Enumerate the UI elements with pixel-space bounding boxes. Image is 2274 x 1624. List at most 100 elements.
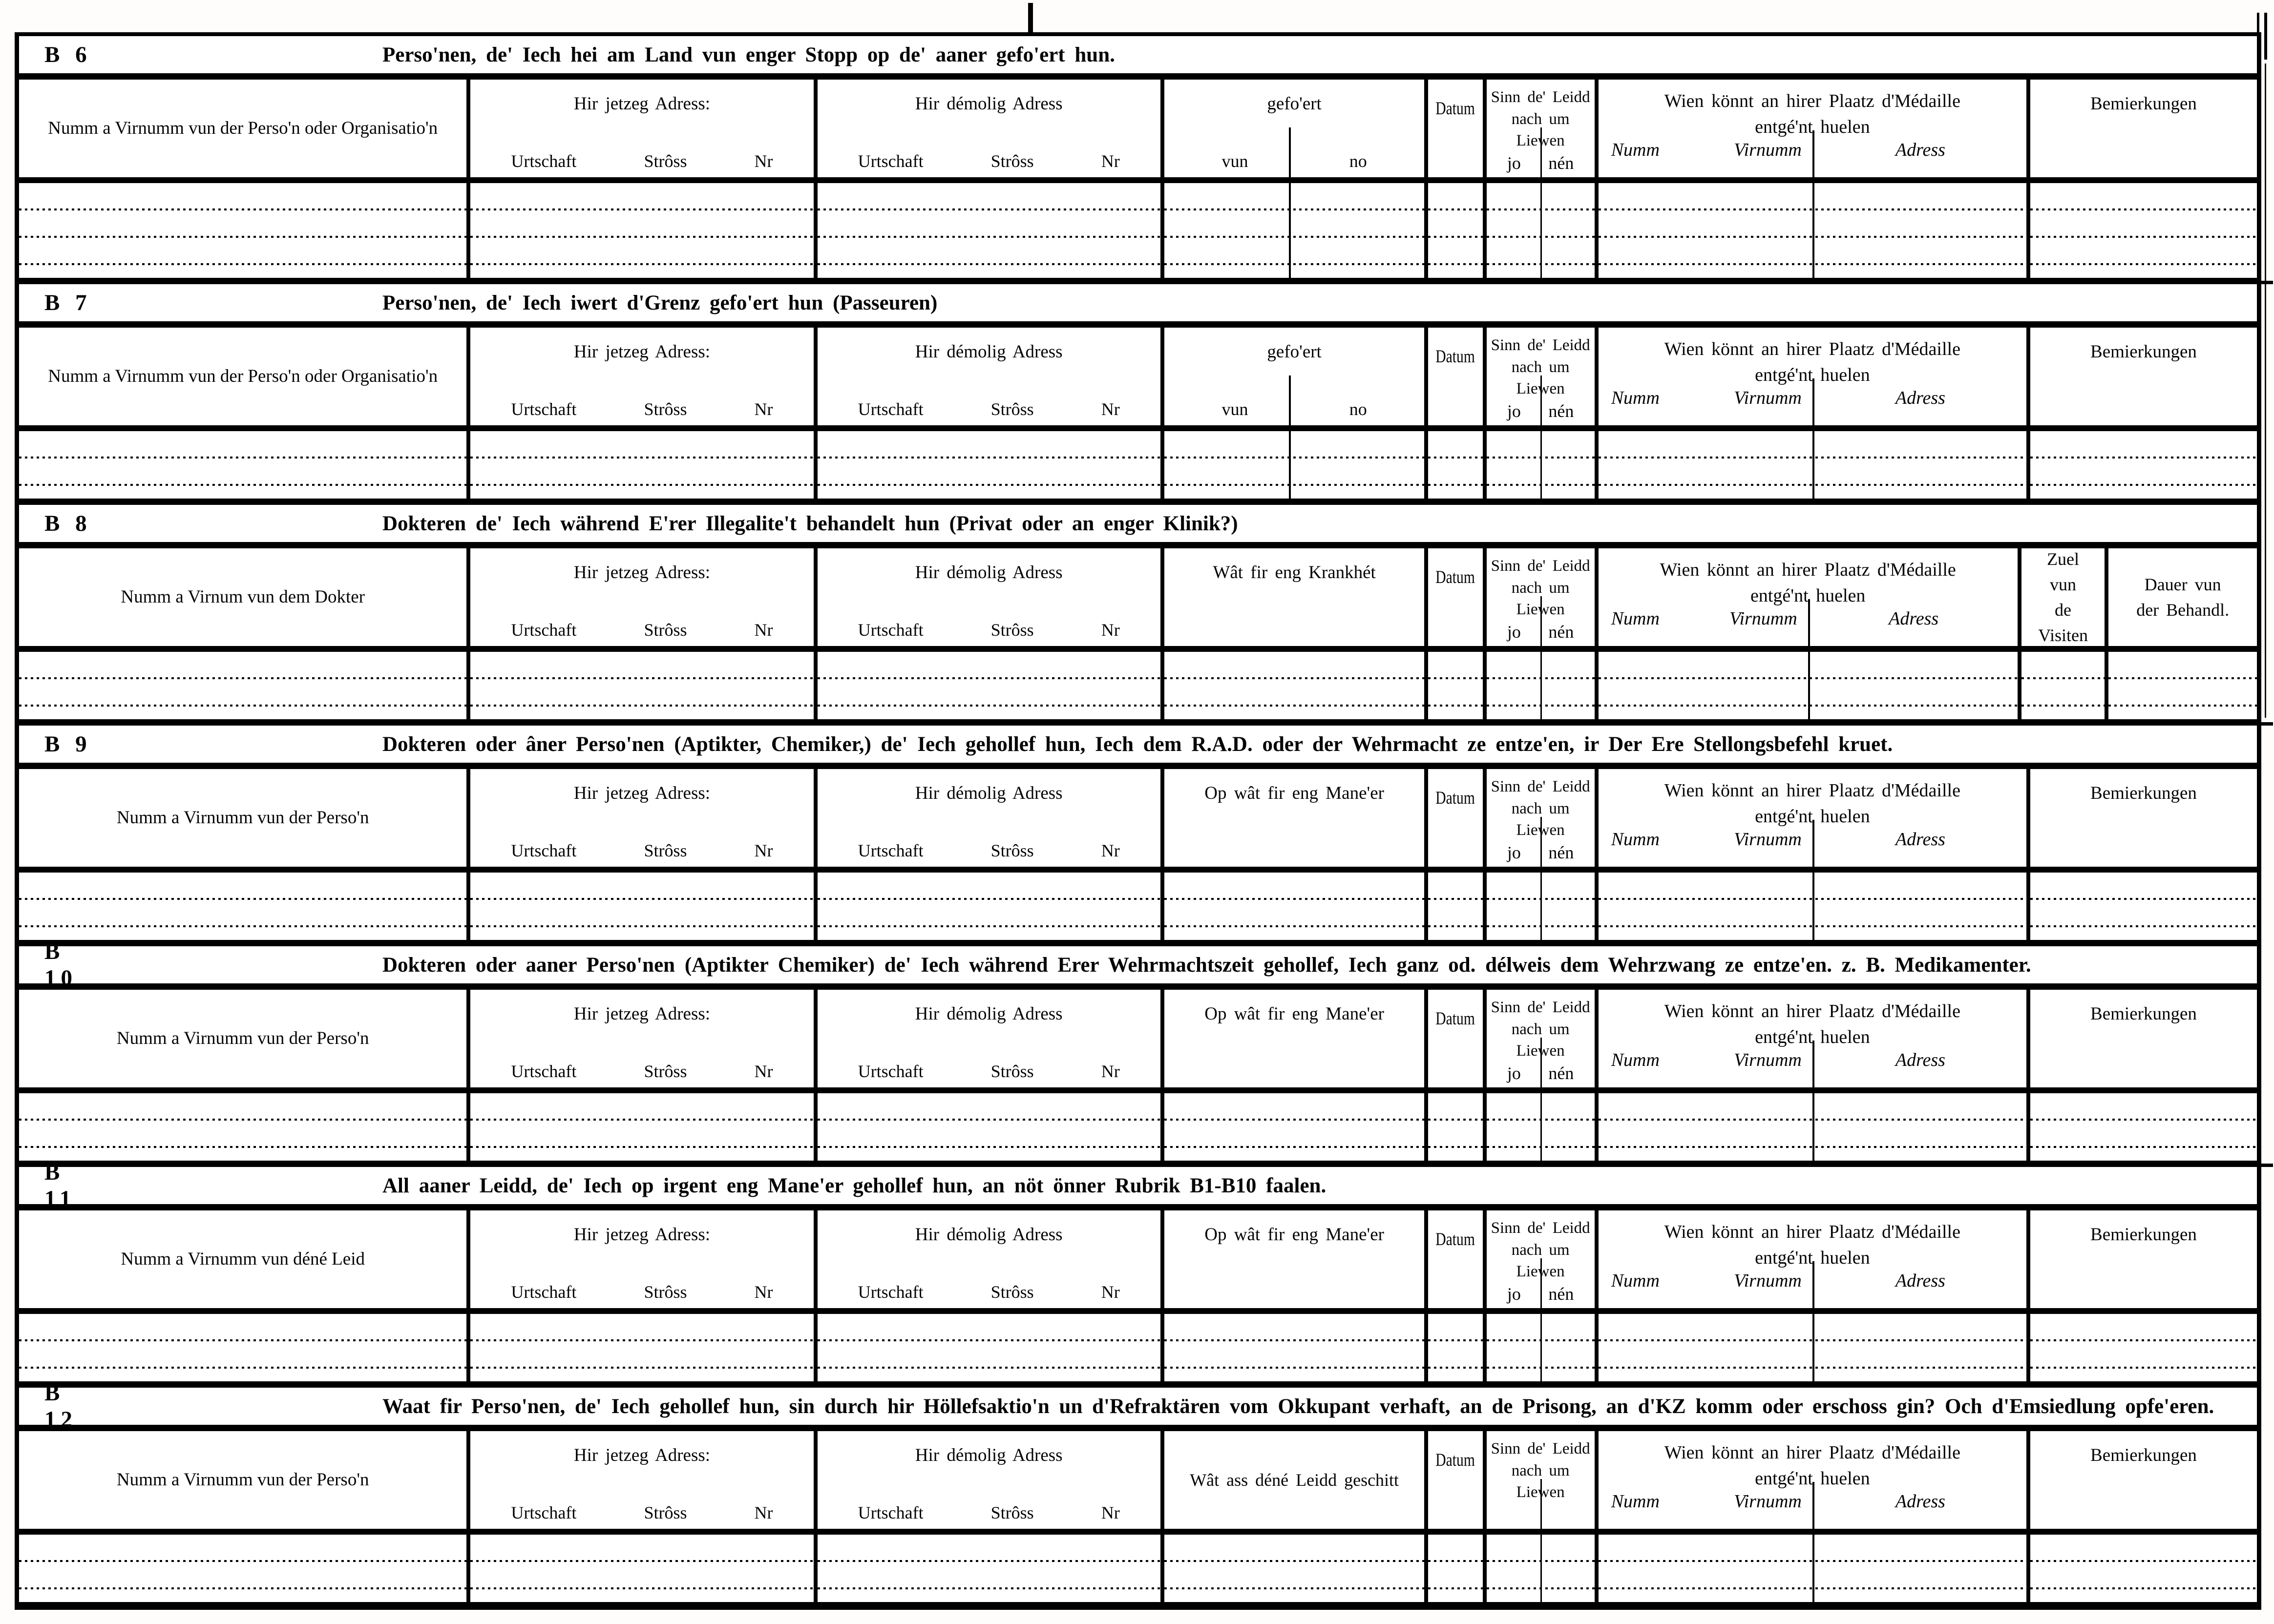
- adress-sublabels: Urtschaft Strôss Nr: [470, 620, 813, 640]
- name-col-label: Numm a Virnum vun dem Dokter: [121, 587, 365, 607]
- entry-cell: [813, 679, 1160, 707]
- numm-label: Numm: [1611, 829, 1660, 850]
- adress-col-label: Hir démolig Adress: [915, 1445, 1063, 1465]
- column-divider: [1289, 183, 1291, 210]
- entry-cell: [19, 1589, 466, 1602]
- entry-cell: [2026, 927, 2257, 940]
- entry-cell: [466, 1535, 814, 1562]
- entry-cell: [1482, 1589, 1595, 1602]
- adress-sublabels: Urtschaft Strôss Nr: [470, 840, 813, 861]
- edge-dash: [2260, 1164, 2273, 1167]
- entry-cell: [1482, 265, 1595, 278]
- col-name-header: Numm a Virnumm vun der Perso'n oder Orga…: [19, 80, 466, 177]
- adress-sublabels: Urtschaft Strôss Nr: [818, 620, 1160, 640]
- col-jetzeg-adress-header: Hir jetzeg Adress: Urtschaft Strôss Nr: [466, 1210, 813, 1308]
- writing-row: [19, 1562, 2257, 1589]
- entry-cell: [1594, 707, 2018, 719]
- entry-cell: [1160, 1535, 1425, 1562]
- wien-sublabels: Numm Virnumm Adress: [1599, 130, 2026, 177]
- adress-sublabels: Urtschaft Strôss Nr: [470, 1282, 813, 1302]
- column-divider: [1812, 1148, 1814, 1161]
- virnumm-label: Virnumm: [1734, 1050, 1802, 1070]
- wien-col-label: Wien könnt an hirer Plaatz d'Médaille en…: [1664, 91, 1960, 138]
- column-divider: [1540, 1369, 1542, 1381]
- section-title-row: B 7 Perso'nen, de' Iech iwert d'Grenz ge…: [19, 284, 2257, 321]
- entry-cell: [1594, 873, 2026, 900]
- wien-col-label: Wien könnt an hirer Plaatz d'Médaille en…: [1664, 780, 1960, 827]
- entry-cell: [2026, 238, 2257, 265]
- entry-cell: [1424, 458, 1483, 486]
- entry-cell: [1424, 1369, 1482, 1381]
- special-sublabels: vun no: [1164, 151, 1425, 171]
- entry-cell: [1424, 431, 1483, 458]
- writing-row: [19, 1314, 2257, 1341]
- entry-cell: [466, 458, 814, 486]
- adress-label: Adress: [1889, 608, 1939, 629]
- wien-col-label: Wien könnt an hirer Plaatz d'Médaille en…: [1664, 339, 1960, 386]
- nen-label: nén: [1548, 622, 1574, 642]
- entry-cell: [466, 707, 813, 719]
- entry-cell: [1594, 210, 2026, 238]
- column-divider: [1540, 900, 1542, 927]
- entry-cell: [1482, 183, 1595, 210]
- entry-cell: [1594, 1341, 2026, 1369]
- special-col-label: Op wât fir eng Mane'er: [1204, 1004, 1384, 1024]
- section-id: B 7: [44, 290, 92, 315]
- column-divider: [1540, 927, 1542, 940]
- writing-row: [19, 900, 2257, 927]
- entry-cell: [1160, 1589, 1425, 1602]
- adress-label: Adress: [1895, 829, 1945, 850]
- adress-sublabels: Urtschaft Strôss Nr: [470, 1061, 813, 1082]
- column-divider: [1540, 652, 1542, 679]
- adress-col-label: Hir démolig Adress: [915, 562, 1063, 583]
- col-wien-header: Wien könnt an hirer Plaatz d'Médaille en…: [1594, 548, 2018, 646]
- nr-label: Nr: [754, 841, 773, 860]
- entry-cell: [1594, 900, 2026, 927]
- entry-cell: [19, 210, 467, 238]
- section-b12: B 12 Waat fir Perso'nen, de' Iech geholl…: [19, 1380, 2257, 1602]
- column-divider: [1289, 265, 1291, 278]
- entry-cell: [813, 1589, 1160, 1602]
- vun-label: vun: [1221, 151, 1248, 171]
- entry-cell: [2026, 1589, 2257, 1602]
- stross-label: Strôss: [990, 1503, 1034, 1522]
- entry-cell: [1482, 486, 1595, 499]
- section-body: [19, 867, 2257, 940]
- wien-col-label: Wien könnt an hirer Plaatz d'Médaille en…: [1664, 1001, 1960, 1048]
- column-divider: [1812, 431, 1814, 458]
- entry-cell: [466, 1314, 814, 1341]
- sinn-sublabels: jo nén: [1487, 401, 1595, 421]
- urtschaft-label: Urtschaft: [511, 1503, 577, 1522]
- urtschaft-label: Urtschaft: [511, 1282, 577, 1302]
- col-bemierkungen-header: Bemierkungen: [2026, 769, 2257, 867]
- stross-label: Strôss: [990, 841, 1034, 860]
- entry-cell: [1482, 1341, 1595, 1369]
- entry-cell: [813, 652, 1160, 679]
- column-divider: [1540, 1562, 1542, 1589]
- entry-cell: [1482, 210, 1595, 238]
- name-col-label: Numm a Virnumm vun der Perso'n oder Orga…: [48, 118, 438, 139]
- nr-label: Nr: [1101, 1062, 1120, 1081]
- section-b9: B 9 Dokteren oder âner Perso'nen (Aptikt…: [19, 719, 2257, 940]
- wien-sublabels: Numm Virnumm Adress: [1599, 1261, 2026, 1308]
- writing-row: [19, 210, 2257, 238]
- sinn-sublabels: jo nén: [1487, 153, 1595, 173]
- entry-cell: [466, 265, 813, 278]
- special-col-label: Op wât fir eng Mane'er: [1204, 1225, 1384, 1245]
- entry-cell: [19, 652, 467, 679]
- entry-cell: [1594, 1535, 2026, 1562]
- entry-cell: [1594, 183, 2026, 210]
- wien-sublabels: Numm Virnumm Adress: [1599, 820, 2026, 867]
- entry-cell: [19, 1093, 467, 1121]
- adress-col-label: Hir jetzeg Adress:: [573, 783, 711, 803]
- header-row: Numm a Virnumm vun der Perso'n Hir jetzeg…: [19, 983, 2257, 1087]
- section-b10: B 10 Dokteren oder aaner Perso'nen (Apti…: [19, 939, 2257, 1161]
- entry-cell: [813, 1535, 1160, 1562]
- section-title: Perso'nen, de' Iech hei am Land vun enge…: [382, 43, 1115, 66]
- column-divider: [1540, 265, 1542, 278]
- entry-cell: [2105, 652, 2257, 679]
- entry-cell: [466, 1148, 813, 1161]
- entry-cell: [2026, 1314, 2257, 1341]
- column-divider: [1289, 238, 1291, 265]
- entry-cell: [466, 183, 814, 210]
